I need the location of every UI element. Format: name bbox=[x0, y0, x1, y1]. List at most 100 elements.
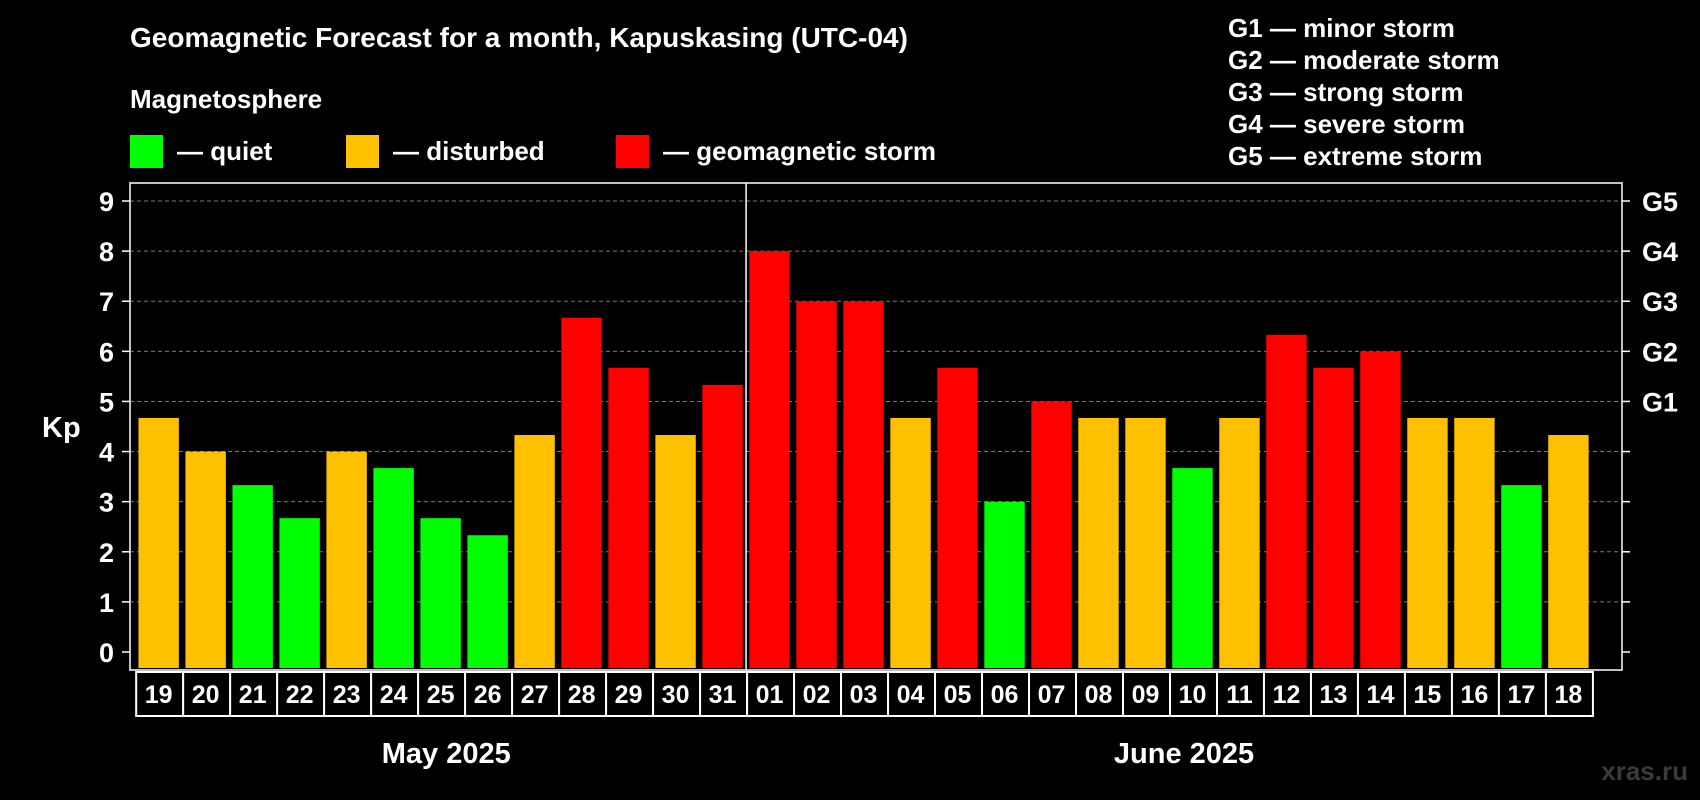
legend-swatch-storm bbox=[616, 134, 649, 168]
y-tick-label: 6 bbox=[99, 337, 114, 367]
y-tick-label: 0 bbox=[99, 638, 114, 668]
day-label: 26 bbox=[474, 681, 502, 709]
bar-day-09 bbox=[1125, 417, 1166, 668]
bar-day-24 bbox=[373, 468, 414, 668]
y-tick-label: 9 bbox=[99, 187, 114, 217]
bar-day-21 bbox=[232, 485, 273, 668]
y-tick-label: 3 bbox=[99, 488, 114, 518]
bar-day-08 bbox=[1078, 417, 1119, 668]
y-tick-label: 5 bbox=[99, 387, 114, 417]
day-label-cell bbox=[605, 671, 655, 717]
day-label: 29 bbox=[615, 681, 643, 709]
day-label: 31 bbox=[709, 681, 737, 709]
day-label-cell bbox=[887, 671, 937, 717]
g-scale-label: G5 bbox=[1642, 187, 1678, 217]
bar-day-20 bbox=[185, 451, 226, 668]
bar-day-11 bbox=[1219, 417, 1260, 668]
day-label-cell bbox=[1403, 671, 1453, 717]
day-label: 13 bbox=[1320, 681, 1348, 709]
day-label: 17 bbox=[1508, 681, 1536, 709]
day-label-cell bbox=[746, 671, 796, 717]
bar-day-30 bbox=[655, 435, 696, 668]
bar-day-23 bbox=[326, 451, 367, 668]
day-label: 23 bbox=[333, 681, 361, 709]
bar-day-15 bbox=[1407, 417, 1448, 668]
chart-title: Geomagnetic Forecast for a month, Kapusk… bbox=[130, 22, 908, 53]
legend-item-storm: — geomagnetic storm bbox=[616, 134, 936, 168]
day-label: 16 bbox=[1461, 681, 1489, 709]
legend-label-disturbed: — disturbed bbox=[393, 135, 545, 166]
day-label: 21 bbox=[239, 681, 267, 709]
bar-day-19 bbox=[138, 417, 179, 668]
bar-day-12 bbox=[1266, 334, 1307, 668]
y-axis-label: Kp bbox=[42, 412, 81, 444]
day-label: 25 bbox=[427, 681, 455, 709]
day-label-cell bbox=[652, 671, 702, 717]
storm-scale-g3: G3 — strong storm bbox=[1228, 77, 1464, 107]
legend-label-quiet: — quiet bbox=[177, 135, 273, 166]
bar-day-02 bbox=[796, 301, 837, 668]
day-label-cell bbox=[182, 671, 232, 717]
bar-day-17 bbox=[1501, 485, 1542, 668]
day-label: 14 bbox=[1367, 681, 1395, 709]
bar-day-25 bbox=[420, 518, 461, 668]
legend-swatch-quiet bbox=[130, 134, 163, 168]
bar-day-27 bbox=[514, 435, 555, 668]
bar-day-29 bbox=[608, 367, 649, 668]
magnetosphere-label: Magnetosphere bbox=[130, 84, 323, 114]
day-label: 19 bbox=[145, 681, 173, 709]
bar-day-13 bbox=[1313, 367, 1354, 668]
day-label-cell bbox=[511, 671, 561, 717]
bar-day-03 bbox=[843, 301, 884, 668]
y-tick-label: 7 bbox=[99, 287, 114, 317]
day-label: 03 bbox=[850, 681, 878, 709]
day-label: 05 bbox=[944, 681, 972, 709]
day-label-cell bbox=[464, 671, 514, 717]
y-tick-label: 2 bbox=[99, 538, 114, 568]
day-label: 06 bbox=[991, 681, 1019, 709]
storm-scale-g1: G1 — minor storm bbox=[1228, 13, 1455, 43]
bar-day-28 bbox=[561, 317, 602, 668]
day-label-cell bbox=[934, 671, 984, 717]
day-label: 15 bbox=[1414, 681, 1442, 709]
storm-scale-g2: G2 — moderate storm bbox=[1228, 45, 1500, 75]
day-label: 24 bbox=[380, 681, 408, 709]
g-scale-label: G4 bbox=[1642, 237, 1678, 267]
bar-day-18 bbox=[1548, 435, 1589, 668]
legend-item-quiet: — quiet bbox=[130, 134, 272, 168]
day-label: 08 bbox=[1085, 681, 1113, 709]
plot-frame bbox=[129, 182, 1623, 671]
bar-day-26 bbox=[467, 535, 508, 668]
bar-day-22 bbox=[279, 518, 320, 668]
day-label-cell bbox=[229, 671, 279, 717]
day-label: 12 bbox=[1273, 681, 1301, 709]
day-label: 10 bbox=[1179, 681, 1207, 709]
day-label-cell bbox=[1450, 671, 1500, 717]
bar-day-14 bbox=[1360, 351, 1401, 668]
bar-day-07 bbox=[1031, 401, 1072, 668]
watermark: xras.ru bbox=[1601, 756, 1688, 786]
day-label: 02 bbox=[803, 681, 831, 709]
day-label-cell bbox=[793, 671, 843, 717]
bar-day-31 bbox=[702, 384, 743, 668]
month-label: May 2025 bbox=[382, 738, 511, 770]
day-label: 27 bbox=[521, 681, 549, 709]
legend-swatch-disturbed bbox=[346, 134, 379, 168]
bar-day-01 bbox=[749, 251, 790, 668]
day-label-cell bbox=[1262, 671, 1312, 717]
day-label: 09 bbox=[1132, 681, 1160, 709]
day-label: 28 bbox=[568, 681, 596, 709]
bar-day-10 bbox=[1172, 468, 1213, 668]
day-label: 11 bbox=[1226, 681, 1253, 709]
day-label: 20 bbox=[192, 681, 220, 709]
bar-day-05 bbox=[937, 367, 978, 668]
y-tick-label: 4 bbox=[99, 438, 114, 468]
legend-label-storm: — geomagnetic storm bbox=[663, 135, 937, 166]
day-label-cell bbox=[1544, 671, 1594, 717]
day-label-cell bbox=[135, 671, 185, 717]
storm-scale-legend: G1 — minor storm G2 — moderate storm G3 … bbox=[1228, 12, 1500, 172]
day-label-cell bbox=[1356, 671, 1406, 717]
day-label: 07 bbox=[1038, 681, 1066, 709]
y-tick-label: 8 bbox=[99, 237, 114, 267]
